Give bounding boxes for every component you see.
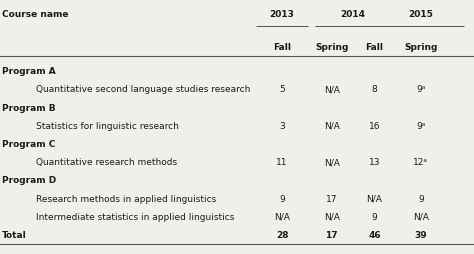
Text: 9ᵃ: 9ᵃ [416, 121, 426, 130]
Text: N/A: N/A [324, 85, 340, 94]
Text: Program D: Program D [2, 176, 56, 185]
Text: 28: 28 [276, 230, 288, 239]
Text: Quantitative second language studies research: Quantitative second language studies res… [36, 85, 250, 94]
Text: N/A: N/A [413, 212, 429, 221]
Text: 9: 9 [418, 194, 424, 203]
Text: Program A: Program A [2, 67, 56, 76]
Text: Spring: Spring [315, 43, 348, 52]
Text: N/A: N/A [324, 212, 340, 221]
Text: 13: 13 [369, 158, 380, 167]
Text: 39: 39 [415, 230, 427, 239]
Text: N/A: N/A [324, 158, 340, 167]
Text: 9: 9 [372, 212, 377, 221]
Text: 46: 46 [368, 230, 381, 239]
Text: Research methods in applied linguistics: Research methods in applied linguistics [36, 194, 216, 203]
Text: Spring: Spring [404, 43, 438, 52]
Text: 2013: 2013 [270, 10, 294, 19]
Text: 11: 11 [276, 158, 288, 167]
Text: N/A: N/A [274, 212, 290, 221]
Text: Statistics for linguistic research: Statistics for linguistic research [36, 121, 178, 130]
Text: Fall: Fall [365, 43, 383, 52]
Text: 9: 9 [279, 194, 285, 203]
Text: 9ᵃ: 9ᵃ [416, 85, 426, 94]
Text: Fall: Fall [273, 43, 291, 52]
Text: N/A: N/A [366, 194, 383, 203]
Text: Program B: Program B [2, 103, 56, 112]
Text: Intermediate statistics in applied linguistics: Intermediate statistics in applied lingu… [36, 212, 234, 221]
Text: 17: 17 [326, 230, 338, 239]
Text: Quantitative research methods: Quantitative research methods [36, 158, 177, 167]
Text: Course name: Course name [2, 10, 69, 19]
Text: 12ᵃ: 12ᵃ [413, 158, 428, 167]
Text: 3: 3 [279, 121, 285, 130]
Text: 5: 5 [279, 85, 285, 94]
Text: 2014: 2014 [341, 10, 365, 19]
Text: Program C: Program C [2, 139, 56, 148]
Text: 17: 17 [326, 194, 337, 203]
Text: 16: 16 [369, 121, 380, 130]
Text: 2015: 2015 [409, 10, 433, 19]
Text: N/A: N/A [324, 121, 340, 130]
Text: Total: Total [2, 230, 27, 239]
Text: 8: 8 [372, 85, 377, 94]
